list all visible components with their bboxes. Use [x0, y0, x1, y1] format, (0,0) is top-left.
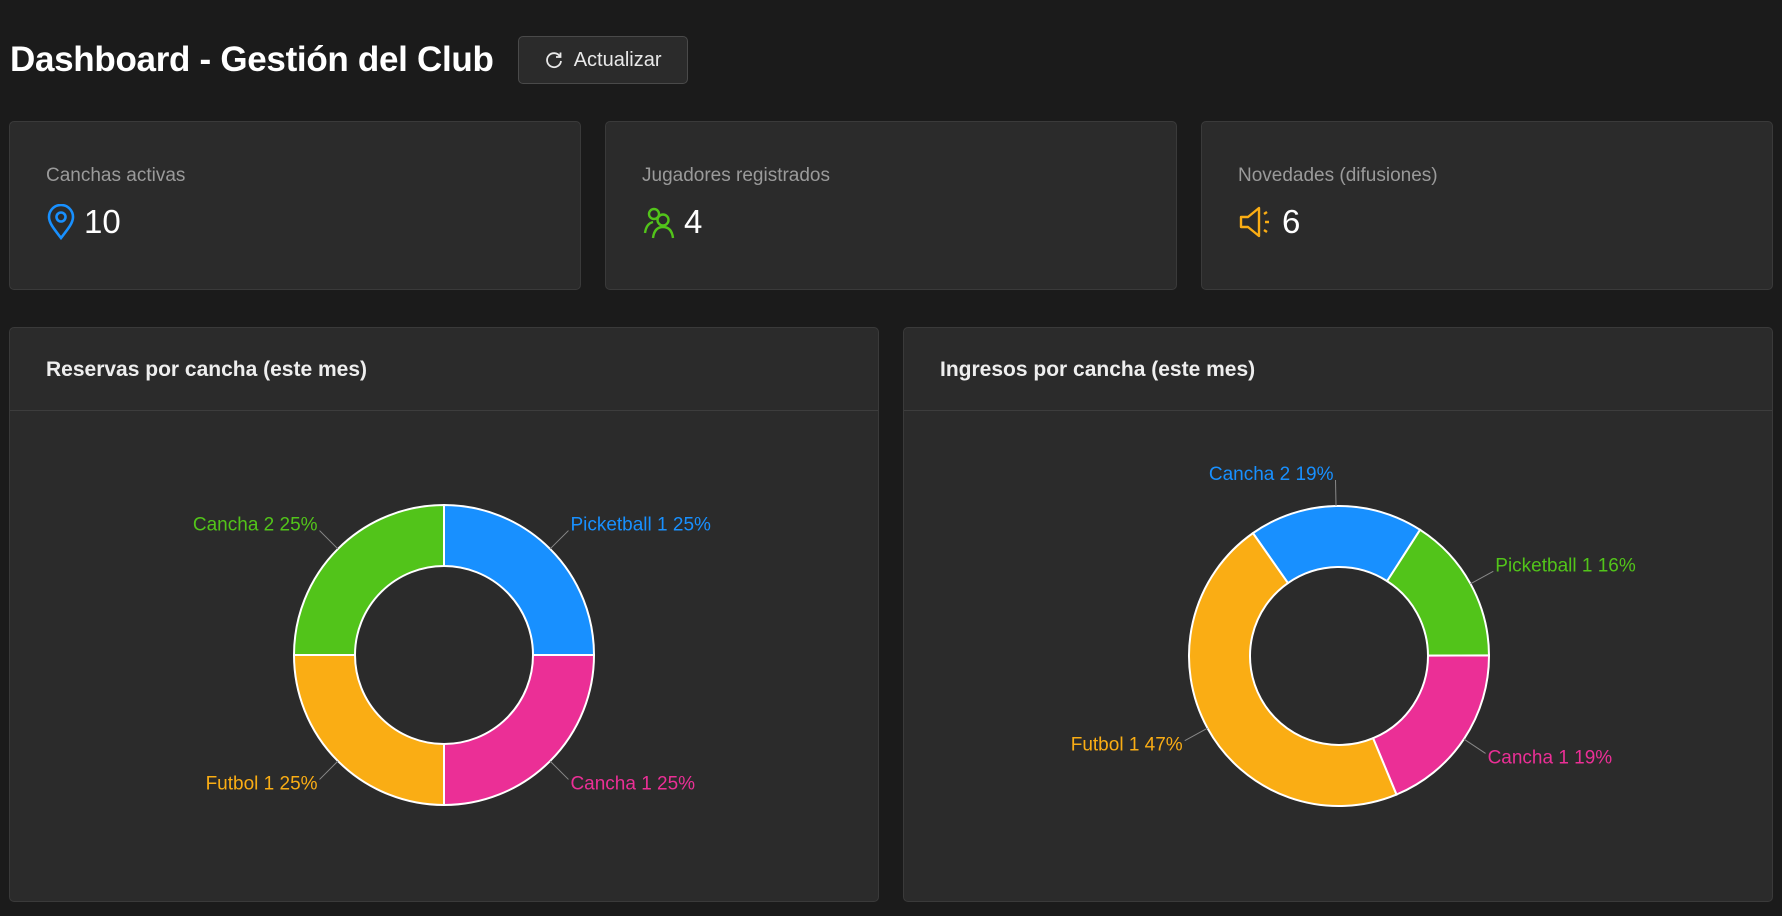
label-leader-line [1470, 570, 1494, 585]
refresh-button[interactable]: Actualizar [517, 36, 688, 84]
stat-card-canchas: Canchas activas 10 [9, 121, 581, 290]
chart-title: Reservas por cancha (este mes) [10, 328, 878, 411]
reservas-chart-panel: Reservas por cancha (este mes) Picketbal… [9, 327, 879, 902]
slice-label: Cancha 2 19% [1209, 464, 1334, 485]
label-leader-line [1335, 480, 1337, 507]
label-leader-line [319, 530, 339, 550]
map-pin-icon [47, 204, 75, 240]
users-icon [643, 207, 675, 239]
slice-label: Cancha 2 25% [193, 515, 318, 536]
slice-label: Cancha 1 25% [570, 773, 695, 794]
ingresos-chart-panel: Ingresos por cancha (este mes) Cancha 2 … [903, 327, 1773, 902]
slice-label: Futbol 1 47% [1071, 735, 1183, 756]
label-leader-line [549, 760, 569, 780]
slice-label: Cancha 1 19% [1488, 747, 1613, 768]
megaphone-icon [1239, 206, 1269, 238]
slice-label: Picketball 1 16% [1495, 555, 1636, 576]
page-title: Dashboard - Gestión del Club [10, 40, 494, 79]
stat-label: Jugadores registrados [642, 165, 830, 186]
page-header: Dashboard - Gestión del Club Actualizar [10, 36, 688, 84]
donut-slice[interactable] [292, 654, 445, 807]
stat-value: 4 [684, 203, 703, 240]
donut-slice[interactable] [443, 654, 596, 807]
refresh-label: Actualizar [573, 48, 662, 71]
label-leader-line [319, 760, 339, 780]
donut-slice[interactable] [1371, 654, 1490, 796]
donut-slice[interactable] [1188, 531, 1398, 807]
stat-label: Novedades (difusiones) [1238, 165, 1438, 186]
slice-label: Picketball 1 25% [570, 515, 711, 536]
stat-value: 10 [84, 203, 121, 240]
ingresos-donut-chart: Cancha 2 19% Picketball 1 16% Cancha 1 19%… [1071, 464, 1636, 807]
label-leader-line [1184, 727, 1208, 742]
stat-label: Canchas activas [46, 165, 186, 186]
reload-icon [545, 52, 562, 69]
donut-slice[interactable] [292, 503, 445, 656]
stat-card-novedades: Novedades (difusiones) 6 [1201, 121, 1773, 290]
chart-title: Ingresos por cancha (este mes) [904, 328, 1772, 411]
reservas-donut-chart: Picketball 1 25% Cancha 1 25% Futbol 1 25%… [193, 503, 711, 807]
label-leader-line [549, 530, 569, 550]
stat-card-jugadores: Jugadores registrados 4 [605, 121, 1177, 290]
donut-slice[interactable] [443, 503, 596, 656]
stat-value: 6 [1282, 203, 1301, 240]
slice-label: Futbol 1 25% [206, 773, 318, 794]
label-leader-line [1463, 738, 1486, 754]
